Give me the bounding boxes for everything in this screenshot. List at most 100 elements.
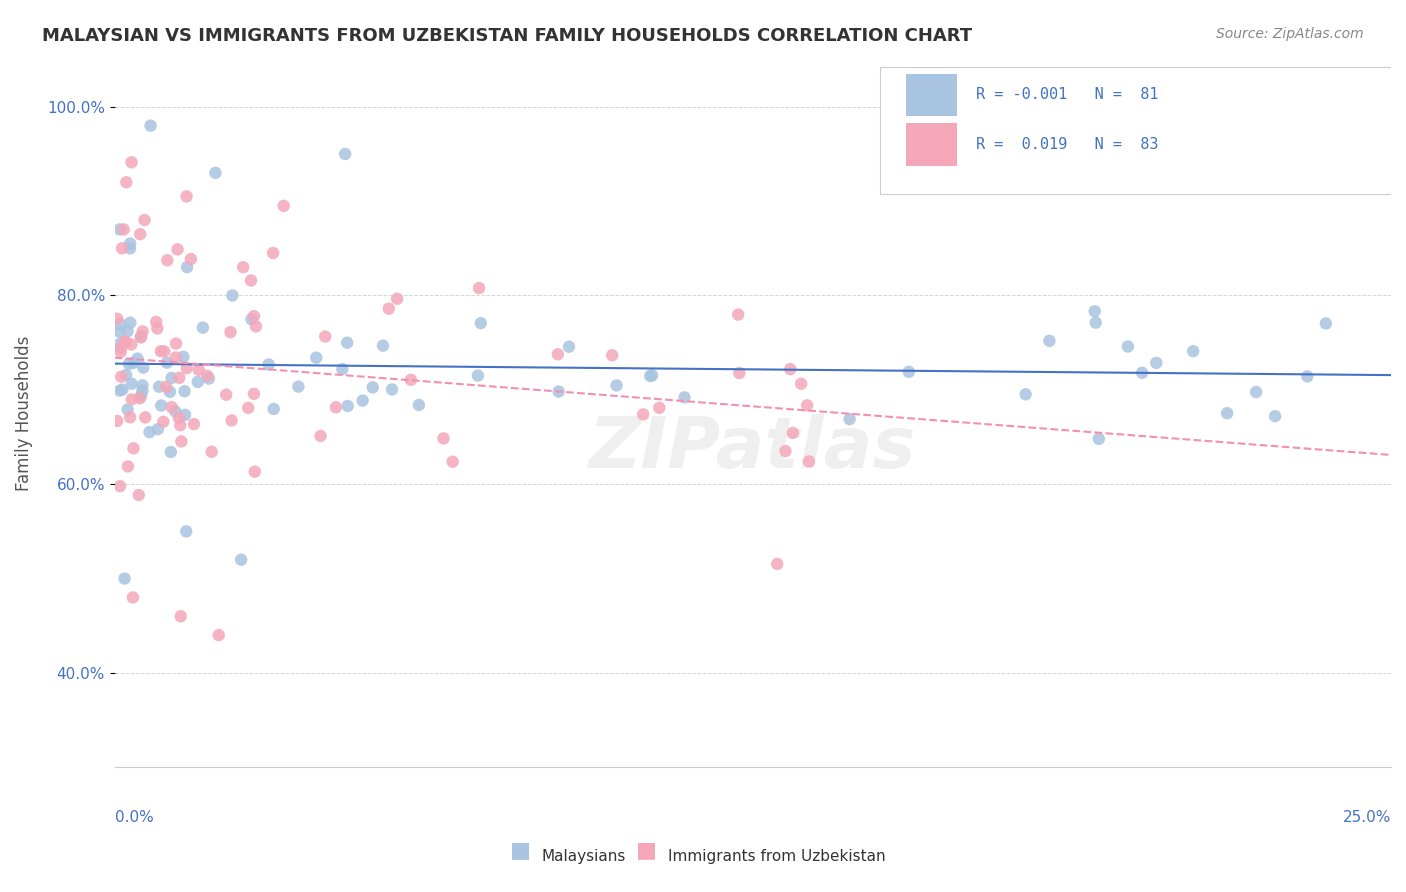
Point (1014, 387, 1036, 401)
Point (195, 368, 218, 383)
Point (1084, 304, 1107, 318)
Point (117, 324, 139, 338)
Point (172, 350, 194, 364)
Point (170, 609, 193, 624)
Point (385, 292, 408, 306)
Point (797, 454, 820, 468)
Point (187, 375, 209, 389)
Point (110, 344, 132, 359)
Point (790, 376, 813, 391)
Point (796, 398, 818, 412)
Point (115, 368, 138, 382)
Point (160, 445, 183, 459)
Point (173, 384, 195, 399)
Point (127, 351, 149, 366)
Point (305, 351, 328, 365)
Point (257, 358, 280, 372)
Point (336, 335, 359, 350)
Point (198, 371, 221, 385)
Point (333, 147, 356, 161)
Point (105, 414, 128, 428)
Point (121, 392, 143, 407)
Point (838, 412, 860, 426)
Point (149, 344, 172, 359)
Text: Immigrants from Uzbekistan: Immigrants from Uzbekistan (668, 849, 886, 863)
Point (108, 222, 131, 236)
Point (897, 365, 920, 379)
Point (111, 241, 134, 255)
Point (330, 362, 353, 376)
Point (782, 425, 804, 440)
Point (221, 288, 243, 302)
Point (129, 391, 152, 405)
FancyBboxPatch shape (880, 67, 1391, 194)
Point (108, 479, 131, 493)
Point (117, 459, 139, 474)
Text: Malaysians: Malaysians (541, 849, 626, 863)
Point (673, 390, 696, 404)
Point (146, 321, 169, 335)
Point (263, 401, 285, 416)
Point (110, 341, 132, 355)
Point (547, 384, 569, 399)
Point (134, 410, 156, 425)
Point (176, 260, 198, 275)
Point (273, 199, 295, 213)
Point (120, 236, 142, 251)
Point (167, 410, 190, 425)
Point (134, 213, 156, 227)
Point (146, 422, 169, 436)
Point (155, 380, 177, 394)
Point (153, 344, 176, 359)
Point (775, 444, 797, 458)
Point (122, 356, 145, 370)
Point (128, 488, 150, 502)
Point (105, 311, 128, 326)
Point (1038, 334, 1060, 348)
Text: R =  0.019   N =  83: R = 0.019 N = 83 (976, 137, 1159, 152)
Point (728, 366, 751, 380)
Point (114, 334, 136, 349)
Point (115, 175, 138, 189)
Point (287, 379, 309, 393)
Point (174, 408, 197, 422)
Point (111, 383, 134, 397)
Point (606, 378, 628, 392)
Point (117, 402, 139, 417)
Y-axis label: Family Households: Family Households (15, 335, 32, 491)
Point (108, 317, 131, 331)
Point (219, 325, 242, 339)
Point (336, 399, 359, 413)
Point (243, 309, 266, 323)
Point (238, 401, 260, 415)
Point (165, 351, 187, 365)
Text: ZIPatlas: ZIPatlas (589, 414, 917, 483)
Point (108, 384, 131, 398)
Text: ■: ■ (510, 840, 530, 860)
Point (377, 301, 399, 316)
Point (121, 155, 143, 169)
Point (156, 253, 179, 268)
Point (381, 383, 404, 397)
Text: MALAYSIAN VS IMMIGRANTS FROM UZBEKISTAN FAMILY HOUSEHOLDS CORRELATION CHART: MALAYSIAN VS IMMIGRANTS FROM UZBEKISTAN … (42, 27, 973, 45)
Text: R = -0.001   N =  81: R = -0.001 N = 81 (976, 87, 1159, 103)
Point (245, 319, 267, 334)
Point (118, 241, 141, 255)
Point (156, 356, 179, 370)
Point (145, 315, 167, 329)
Point (314, 329, 336, 343)
Point (240, 312, 263, 326)
Point (150, 399, 173, 413)
Point (129, 330, 152, 344)
Point (1084, 316, 1107, 330)
Point (174, 524, 197, 539)
Point (120, 316, 142, 330)
Point (640, 368, 662, 383)
Point (547, 347, 569, 361)
Point (631, 408, 654, 422)
Point (232, 260, 254, 275)
Point (165, 336, 187, 351)
Point (1244, 384, 1267, 399)
Point (1296, 369, 1319, 384)
Point (160, 371, 183, 385)
